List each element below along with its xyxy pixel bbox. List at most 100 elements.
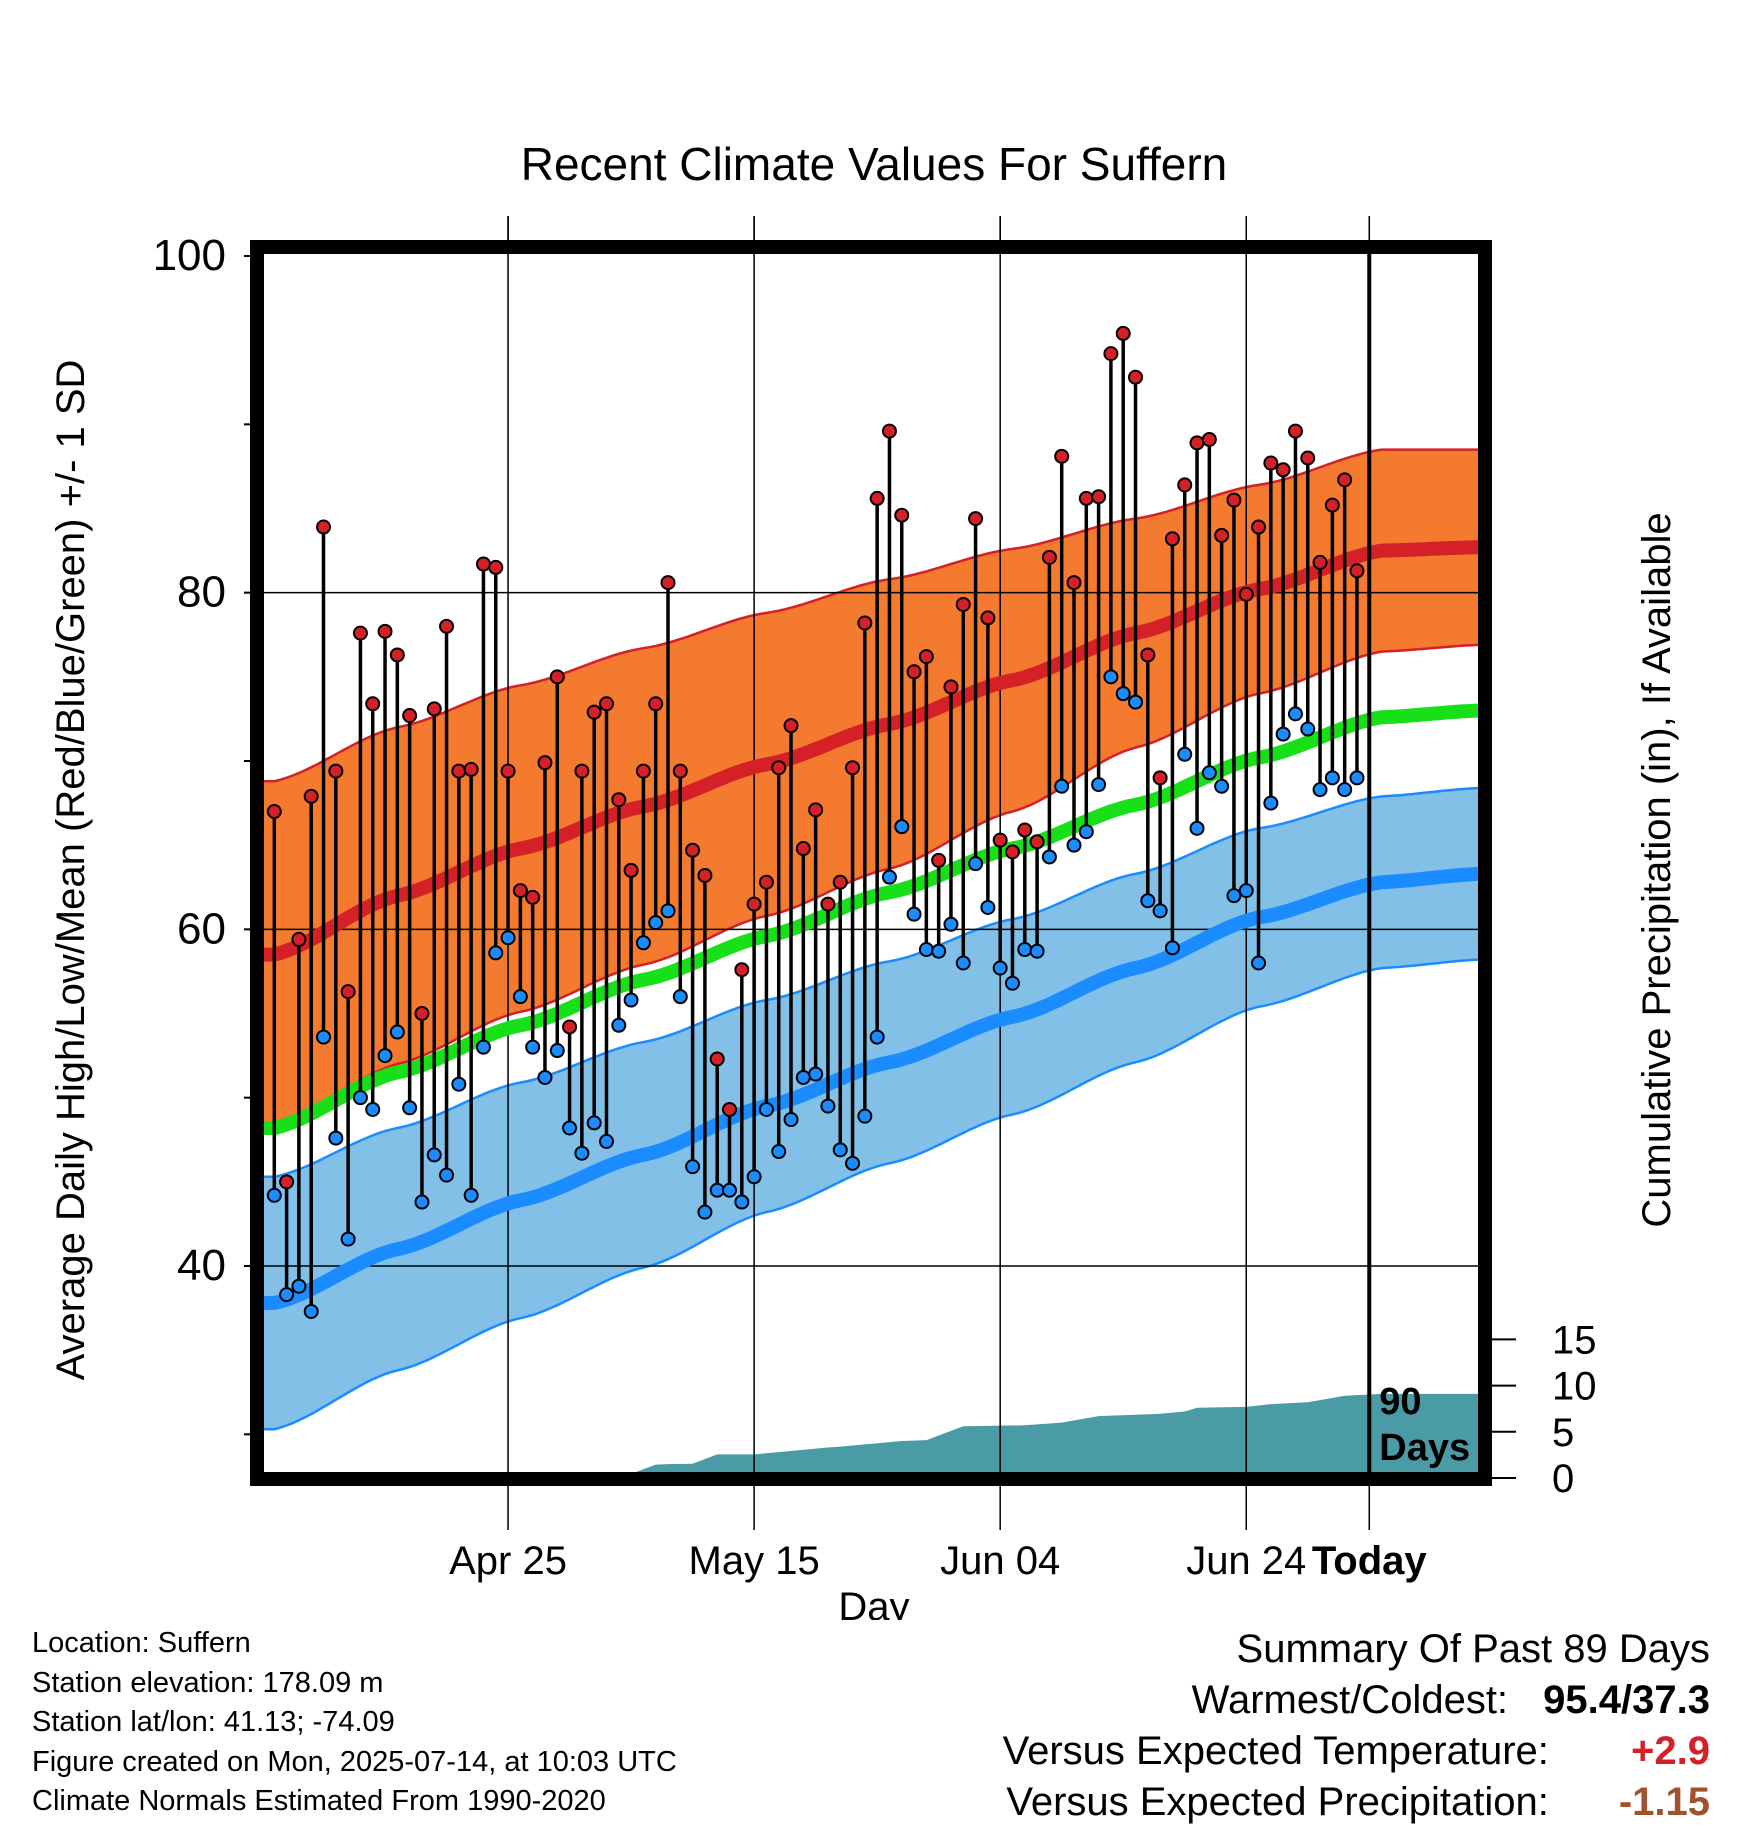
daily-low-point [1091,777,1107,793]
daily-high-point [918,649,934,665]
daily-low-point [402,1100,418,1116]
latlon-text: Station lat/lon: 41.13; -74.09 [32,1706,395,1738]
daily-high-point [1275,462,1291,478]
daily-low-point [1287,706,1303,722]
precip-area [274,1393,1480,1478]
daily-low-point [340,1231,356,1247]
daily-low-point [439,1167,455,1183]
daily-low-point [1226,888,1242,904]
daily-low-point [992,960,1008,976]
daily-high-point [685,842,701,858]
daily-low-point [1214,778,1230,794]
daily-low-point [1152,903,1168,919]
daily-low-point [1029,943,1045,959]
mean-line-normal-mean [262,703,1480,1135]
daily-high-point [1287,423,1303,439]
daily-low-point [279,1287,295,1303]
daily-high-point [894,507,910,523]
daily-low-point [1349,770,1365,786]
daily-low-point [1251,955,1267,971]
daily-low-point [1066,837,1082,853]
warm-cold-label: Warmest/Coldest: [1191,1678,1509,1722]
summary-panel: Summary Of Past 89 Days Warmest/Coldest:… [1003,1624,1710,1828]
daily-high-point [845,760,861,776]
daily-low-point [291,1278,307,1294]
daily-low-point [820,1098,836,1114]
daily-high-point [525,889,541,905]
daily-high-point [377,623,393,639]
daily-low-point [869,1029,885,1045]
daily-low-point [1201,765,1217,781]
daily-low-point [832,1142,848,1158]
y2-tick-label: 0 [1552,1457,1574,1501]
daily-high-point [1349,563,1365,579]
daily-high-point [672,763,688,779]
chart-text: Recent Climate Values For Suffern 40 60 80 1… [49,138,1679,1620]
daily-low-point [685,1159,701,1175]
daily-high-point [549,669,565,685]
daily-low-point [328,1130,344,1146]
daily-low-point [549,1043,565,1059]
daily-high-point [402,708,418,724]
plot-frame [244,216,1516,1530]
daily-low-point [488,945,504,961]
daily-high-point [488,559,504,575]
daily-high-point [1103,346,1119,362]
daily-low-point [697,1204,713,1220]
daily-low-point [943,916,959,932]
daily-low-point [758,1101,774,1117]
daily-low-point [857,1108,873,1124]
y2-tick-label: 15 [1552,1318,1597,1362]
daily-low-point [648,915,664,931]
daily-high-point [1004,844,1020,860]
daily-low-point [1128,694,1144,710]
daily-low-point [906,906,922,922]
summary-precip: Versus Expected Precipitation: -1.15 [1003,1777,1710,1828]
daily-high-point [931,852,947,868]
daily-low-point [955,955,971,971]
daily-high-point [316,519,332,535]
daily-high-point [1201,431,1217,447]
daily-low-point [1140,893,1156,909]
daily-low-point [635,935,651,951]
daily-high-point [537,755,553,771]
daily-high-point [1091,489,1107,505]
daily-high-point [709,1051,725,1067]
x-tick-label: Jun 24 [1186,1539,1306,1583]
daily-low-point [771,1144,787,1160]
daily-low-point [611,1017,627,1033]
daily-low-point [377,1048,393,1064]
daily-high-point [328,763,344,779]
daily-high-point [955,596,971,612]
daily-high-point [340,984,356,1000]
daily-low-point [475,1039,491,1055]
normal-bands [262,448,1480,1431]
x-tick-label: May 15 [689,1539,820,1583]
climate-chart: Recent Climate Values For Suffern 40 60 80 1… [49,138,1679,1620]
daily-low-point [894,819,910,835]
daily-high-point [1115,325,1131,341]
daily-high-point [1226,492,1242,508]
daily-high-point [1214,527,1230,543]
daily-low-point [463,1187,479,1203]
daily-high-point [1177,477,1193,493]
daily-high-point [722,1101,738,1117]
mean-line-normal-high [262,540,1480,962]
daily-high-point [1189,435,1205,451]
daily-high-point [968,511,984,527]
daily-low-point [1300,721,1316,737]
daily-high-point [500,763,516,779]
daily-low-point [1054,778,1070,794]
daily-high-point [562,1019,578,1035]
daily-high-point [648,696,664,712]
daily-high-point [734,962,750,978]
y-tick-label: 80 [177,568,226,617]
daily-high-point [623,862,639,878]
summary-heading: Summary Of Past 89 Days [1236,1627,1710,1671]
daily-high-point [1337,472,1353,488]
normals-text: Climate Normals Estimated From 1990-2020 [32,1785,606,1817]
mean-line-normal-low [262,866,1480,1310]
daily-high-point [1128,369,1144,385]
daily-high-point [463,761,479,777]
daily-high-point [795,841,811,857]
